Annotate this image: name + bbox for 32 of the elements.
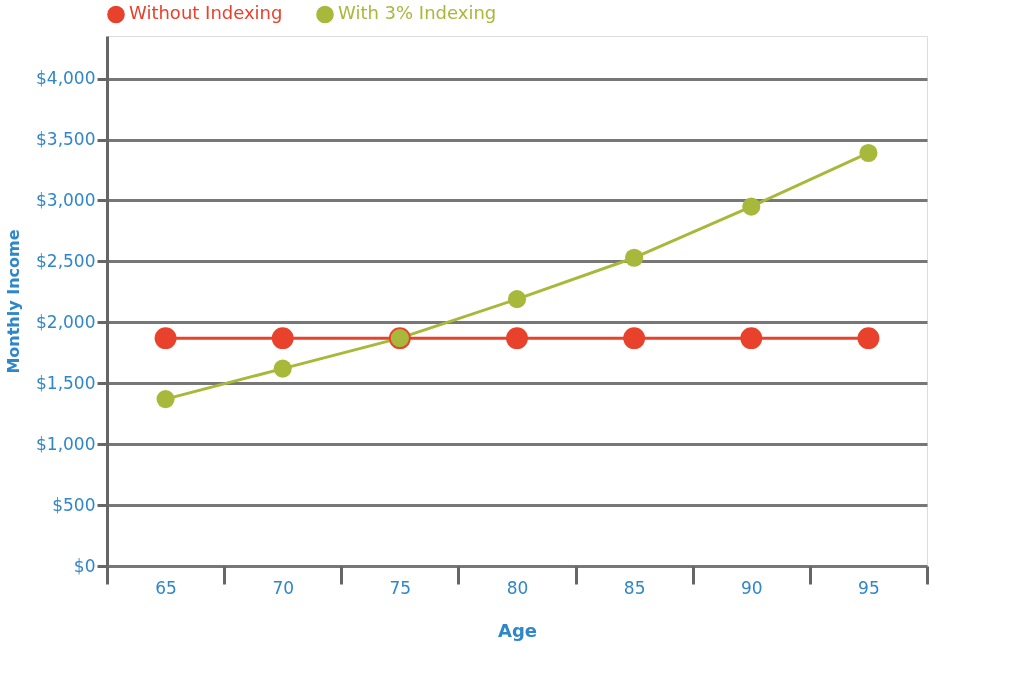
x-axis-title: Age (497, 619, 538, 641)
x-tick-label: 70 (272, 577, 295, 598)
point (859, 143, 878, 163)
y-axis-title: Monthly Income (4, 229, 24, 374)
y-tick-label: $0 (73, 555, 96, 576)
point (506, 327, 528, 350)
point (625, 248, 644, 267)
x-tick-label: 85 (623, 577, 646, 598)
x-tick-label: 65 (155, 577, 177, 598)
y-tick-label: $3,500 (36, 129, 96, 150)
x-tick-label: 90 (740, 577, 763, 598)
y-tick-label: $1,500 (36, 372, 96, 393)
point (273, 359, 292, 378)
y-tick-label: $2,500 (36, 250, 96, 271)
point (154, 327, 177, 350)
x-tick-label: 95 (858, 577, 880, 598)
point (623, 327, 646, 350)
y-tick-label: $1,000 (36, 433, 96, 454)
point (271, 327, 294, 350)
point (156, 390, 175, 409)
y-tick-label: $3,000 (36, 189, 96, 210)
y-tick-label: $4,000 (36, 68, 96, 89)
x-tick-label: 75 (389, 577, 412, 598)
point (740, 327, 763, 350)
y-tick-label: $500 (52, 494, 96, 515)
point (507, 290, 527, 309)
point (742, 197, 761, 216)
y-tick-label: $2,000 (36, 311, 96, 332)
x-tick-label: 80 (506, 577, 529, 598)
point (857, 327, 880, 350)
legend-label: With 3% Indexing (338, 2, 497, 24)
legend-label: Without Indexing (129, 2, 283, 24)
